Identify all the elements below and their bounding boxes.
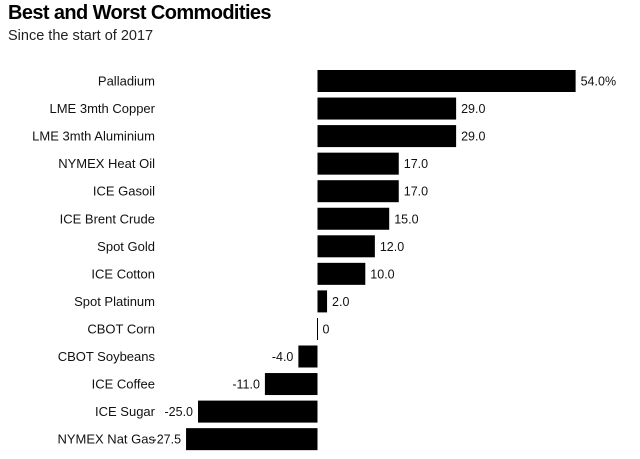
category-label: ICE Gasoil xyxy=(93,184,155,199)
category-label: Spot Gold xyxy=(97,239,155,254)
bar xyxy=(317,125,457,148)
chart-subtitle: Since the start of 2017 xyxy=(8,28,154,44)
category-label: LME 3mth Aluminium xyxy=(32,129,155,144)
bar xyxy=(317,290,328,313)
category-label: CBOT Soybeans xyxy=(58,349,156,364)
value-label: -27.5 xyxy=(153,433,182,447)
bar xyxy=(317,235,375,258)
bar xyxy=(264,373,318,396)
bar xyxy=(317,207,390,230)
bar xyxy=(317,152,399,175)
value-label: 29.0 xyxy=(461,102,485,116)
bar xyxy=(317,262,366,285)
bars-layer: Palladium 54.0% LME 3mth Copper 29.0 LME 3mt… xyxy=(32,70,616,451)
category-label: NYMEX Nat Gas xyxy=(57,432,155,447)
value-label: 29.0 xyxy=(461,130,485,144)
value-label: -4.0 xyxy=(272,350,294,364)
value-label: 17.0 xyxy=(404,185,428,199)
category-label: CBOT Corn xyxy=(87,321,155,336)
category-label: NYMEX Heat Oil xyxy=(58,156,155,171)
bar xyxy=(317,70,576,92)
category-label: Palladium xyxy=(98,74,155,89)
chart-title: Best and Worst Commodities xyxy=(8,2,272,24)
category-label: ICE Sugar xyxy=(95,404,156,419)
category-label: ICE Cotton xyxy=(91,266,155,281)
value-label: 10.0 xyxy=(370,267,394,281)
category-label: LME 3mth Copper xyxy=(50,101,156,116)
value-label: 54.0% xyxy=(581,75,616,89)
bar xyxy=(298,345,318,368)
value-label: -11.0 xyxy=(232,378,260,392)
category-label: ICE Brent Crude xyxy=(60,211,155,226)
bar xyxy=(317,180,399,203)
bar xyxy=(198,400,318,423)
bar xyxy=(317,97,457,120)
value-label: 12.0 xyxy=(380,240,404,254)
bar xyxy=(186,428,318,451)
value-label: -25.0 xyxy=(165,405,194,419)
value-label: 15.0 xyxy=(394,212,418,226)
value-label: 2.0 xyxy=(332,295,349,309)
value-label: 17.0 xyxy=(404,157,428,171)
category-label: Spot Platinum xyxy=(74,294,155,309)
value-label: 0 xyxy=(323,322,330,336)
category-label: ICE Coffee xyxy=(92,377,155,392)
